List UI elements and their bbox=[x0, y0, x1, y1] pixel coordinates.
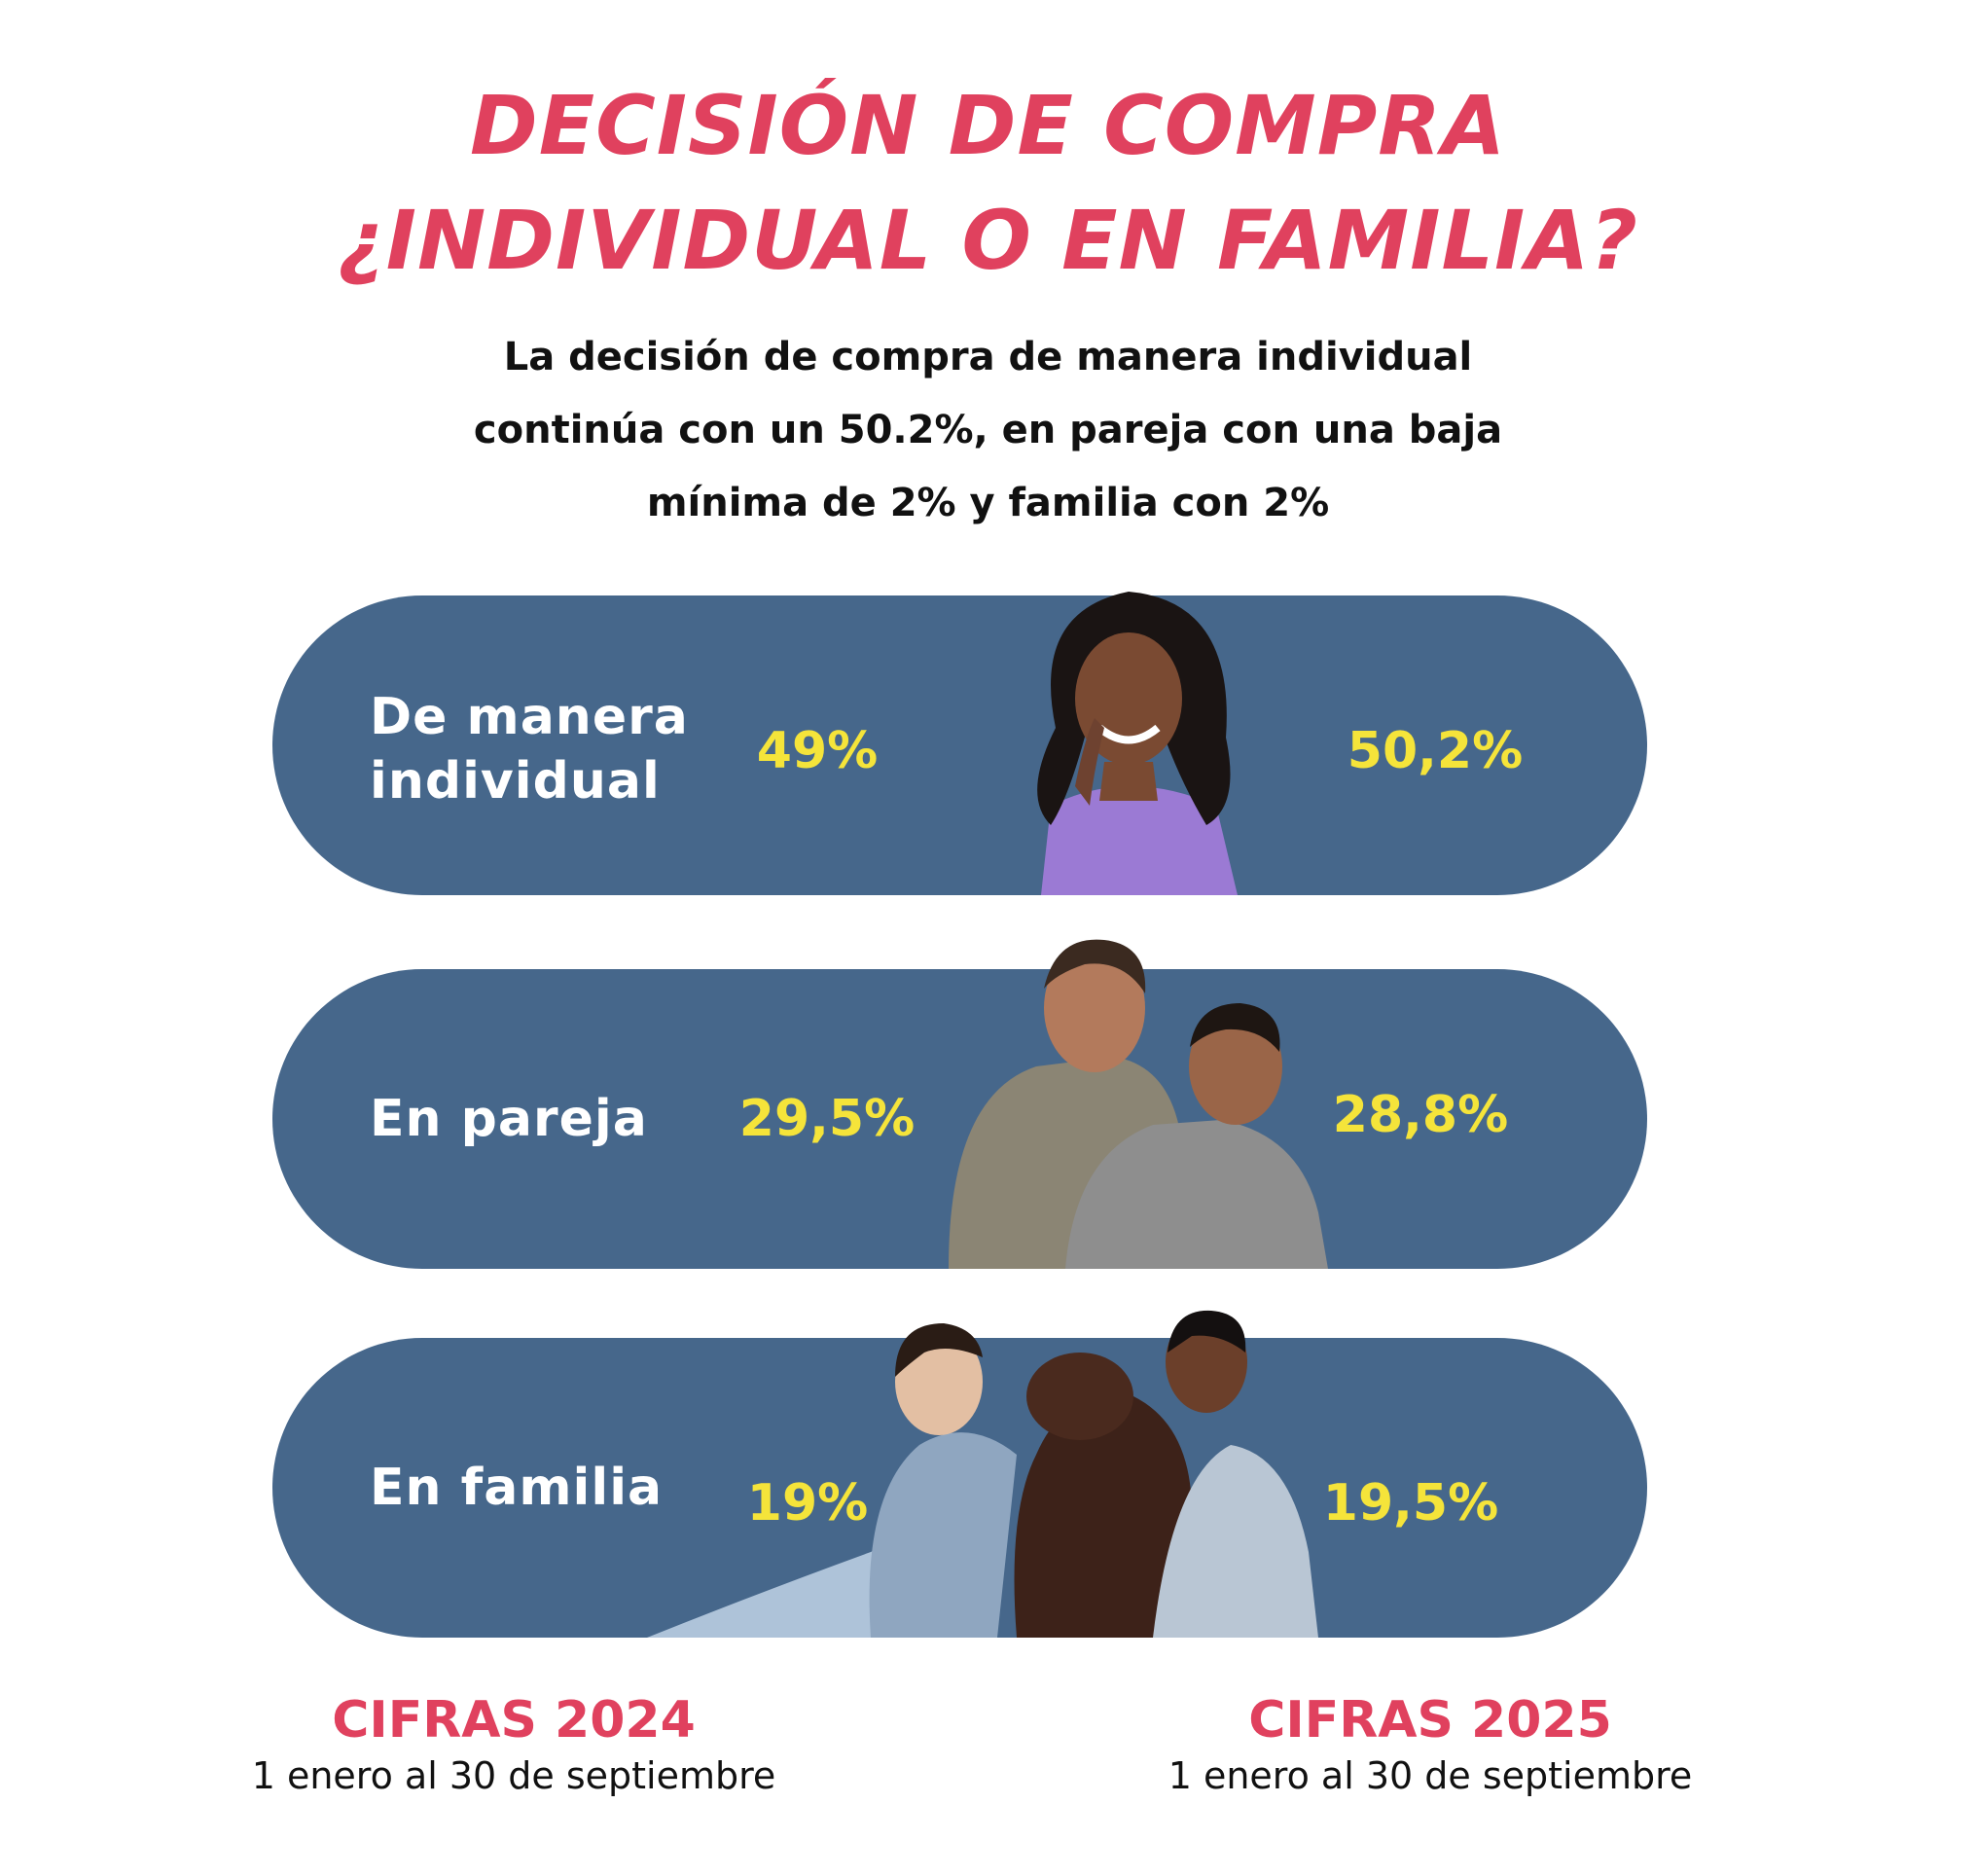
title-line-2: ¿INDIVIDUAL O EN FAMILIA? bbox=[338, 193, 1638, 288]
value-2024: 19% bbox=[746, 1474, 869, 1533]
footer-label-2025: CIFRAS 2025 bbox=[1248, 1691, 1612, 1750]
category-label: De manera individual bbox=[370, 688, 689, 811]
value-2024: 29,5% bbox=[738, 1090, 916, 1148]
subtitle-line-1: La decisión de compra de manera individu… bbox=[503, 335, 1473, 379]
row-familia: En familia 19% 19,5% bbox=[272, 1310, 1647, 1638]
page-title: DECISIÓN DE COMPRA ¿INDIVIDUAL O EN FAMI… bbox=[0, 68, 1976, 298]
family-with-dog-photo bbox=[647, 1310, 1318, 1638]
row-individual: De manera individual 49% 50,2% bbox=[272, 592, 1647, 895]
title-line-1: DECISIÓN DE COMPRA bbox=[470, 78, 1506, 173]
smiling-woman-photo bbox=[1037, 592, 1238, 895]
footer-period-2025: 1 enero al 30 de septiembre bbox=[1168, 1754, 1693, 1797]
subtitle-line-3: mínima de 2% y familia con 2% bbox=[646, 481, 1330, 525]
footer-label-2024: CIFRAS 2024 bbox=[332, 1691, 696, 1750]
value-2024: 49% bbox=[756, 722, 879, 780]
row-pareja: En pareja 29,5% 28,8% bbox=[272, 939, 1647, 1269]
category-label: En familia bbox=[370, 1459, 664, 1517]
value-2025: 19,5% bbox=[1322, 1474, 1499, 1533]
couple-photo bbox=[949, 939, 1328, 1269]
value-2025: 28,8% bbox=[1332, 1086, 1509, 1144]
value-2025: 50,2% bbox=[1347, 722, 1524, 780]
footer-period-2024: 1 enero al 30 de septiembre bbox=[251, 1754, 776, 1797]
subtitle-line-2: continúa con un 50.2%, en pareja con una… bbox=[473, 408, 1503, 452]
subtitle: La decisión de compra de manera individu… bbox=[0, 321, 1976, 540]
category-label: En pareja bbox=[370, 1090, 648, 1148]
